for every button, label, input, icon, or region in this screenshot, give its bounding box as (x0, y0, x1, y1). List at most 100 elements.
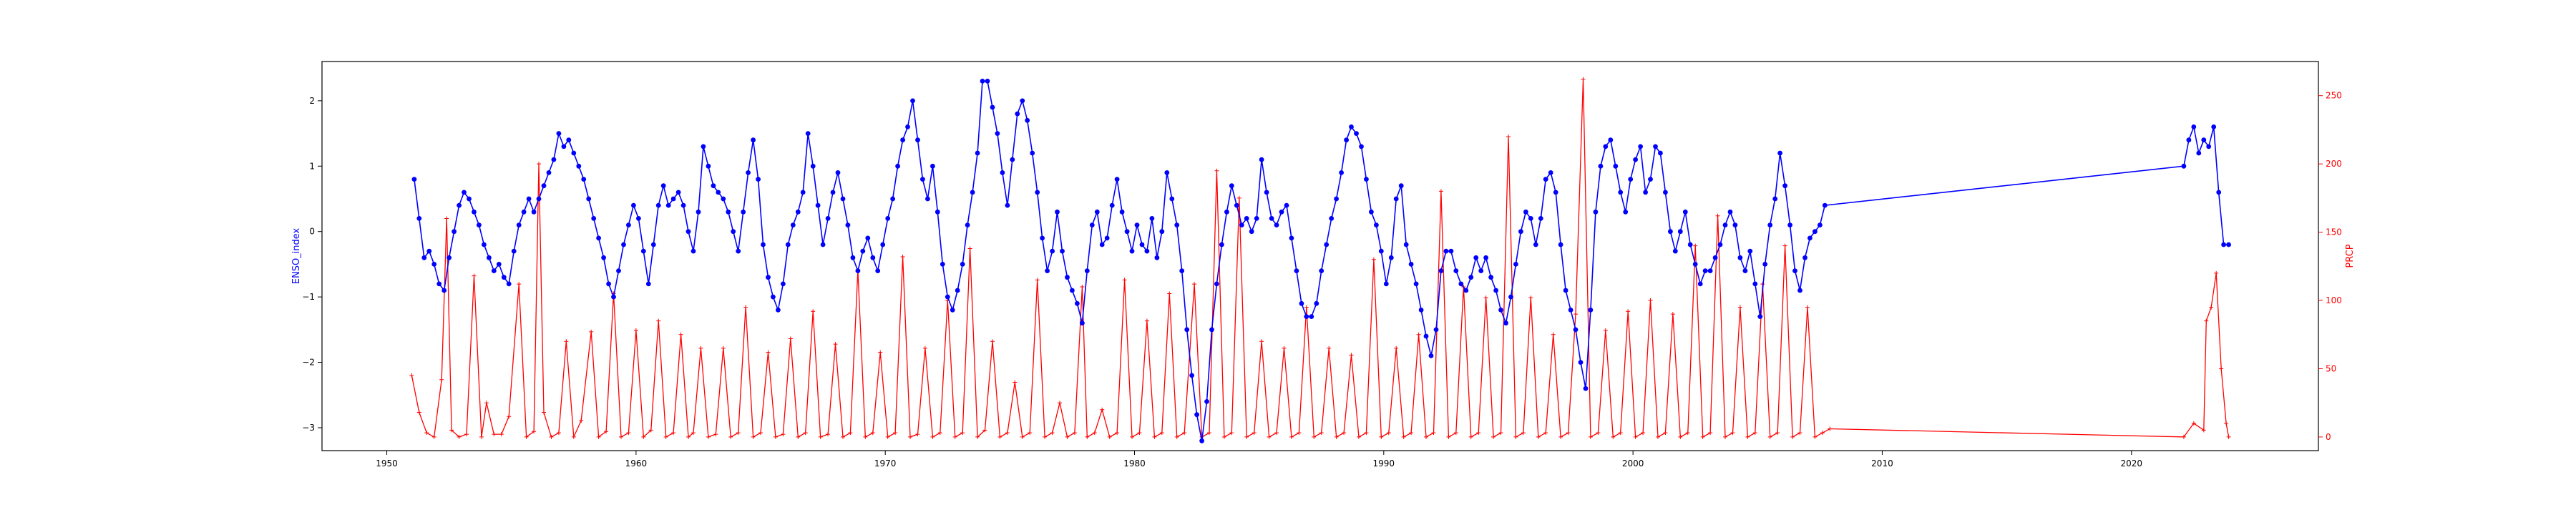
prcp-point (1229, 431, 1234, 436)
enso-point (1603, 144, 1609, 149)
prcp-point (1282, 345, 1287, 350)
x-tick-label: 1960 (625, 458, 648, 469)
enso-point (830, 190, 836, 195)
enso-point (785, 242, 791, 247)
enso-point (1638, 144, 1644, 149)
enso-point (716, 190, 721, 195)
enso-point (800, 190, 806, 195)
prcp-point (1137, 431, 1142, 436)
enso-point (820, 242, 826, 247)
x-tick-label: 2020 (2120, 458, 2142, 469)
enso-point (571, 150, 577, 156)
y-axis-right-label: PRCP (2345, 244, 2356, 268)
prcp-point (1159, 431, 1164, 436)
enso-point (1588, 308, 1594, 313)
enso-point (601, 255, 606, 260)
enso-point (531, 209, 537, 215)
enso-point (1818, 222, 1823, 227)
prcp-point (1144, 318, 1149, 323)
enso-point (1727, 209, 1733, 215)
prcp-point (1574, 312, 1579, 317)
prcp-point (713, 432, 718, 437)
prcp-point (1551, 332, 1556, 337)
enso-point (1304, 314, 1309, 319)
enso-point (1598, 163, 1604, 169)
enso-point (706, 163, 711, 169)
enso-point (940, 262, 945, 267)
enso-point (920, 177, 925, 182)
prcp-point (1581, 77, 1586, 82)
enso-point (995, 131, 1000, 137)
enso-point (731, 229, 736, 235)
enso-point (487, 255, 492, 260)
enso-point (1613, 163, 1619, 169)
enso-point (1139, 242, 1145, 247)
enso-point (631, 202, 636, 208)
x-tick-label: 2000 (1622, 458, 1644, 469)
enso-point (1523, 209, 1528, 215)
prcp-point (424, 431, 429, 436)
y-axis-left-label: ENSO_index (291, 227, 302, 284)
enso-point (985, 79, 990, 84)
prcp-point (1453, 431, 1458, 436)
enso-point (930, 163, 935, 169)
prcp-point (796, 434, 801, 439)
enso-point (650, 242, 656, 247)
enso-point (860, 248, 866, 254)
prcp-point (915, 432, 920, 437)
enso-point (1224, 209, 1229, 215)
enso-point (1677, 229, 1683, 235)
prcp-point (1244, 434, 1249, 439)
enso-point (576, 163, 582, 169)
enso-point (746, 170, 751, 175)
enso-point (1543, 177, 1548, 182)
prcp-point (439, 377, 444, 382)
prcp-point (524, 434, 529, 439)
enso-point (1015, 111, 1020, 117)
enso-point (1214, 281, 1219, 287)
enso-point (835, 170, 841, 175)
y-right-tick-label: 200 (2326, 159, 2342, 169)
prcp-point (878, 350, 883, 355)
prcp-point (618, 434, 623, 439)
x-axis: 1950 1960 1970 1980 1990 2000 2010 2020 (376, 451, 2142, 469)
enso-point (591, 216, 597, 221)
prcp-point (648, 428, 653, 433)
enso-point (1528, 216, 1533, 221)
enso-point (626, 222, 631, 227)
enso-point (726, 209, 731, 215)
enso-point (1403, 242, 1409, 247)
prcp-point (1327, 345, 1332, 350)
prcp-point (663, 434, 668, 439)
enso-point (426, 248, 432, 254)
enso-point (711, 183, 716, 189)
prcp-point (589, 329, 594, 334)
prcp-point (818, 434, 823, 439)
enso-line (414, 80, 2229, 441)
prcp-point (1342, 431, 1347, 436)
prcp-point (1536, 434, 1541, 439)
y-left-tick-label: −1 (302, 292, 315, 302)
enso-point (477, 222, 482, 227)
enso-point (1055, 209, 1060, 215)
enso-point (1020, 98, 1025, 104)
prcp-point (449, 428, 454, 433)
prcp-point (1528, 295, 1533, 300)
enso-point (880, 242, 886, 247)
prcp-point (773, 434, 778, 439)
prcp-point (1386, 431, 1391, 436)
prcp-point (1715, 213, 1720, 218)
prcp-point (2204, 318, 2209, 323)
enso-point (1299, 300, 1304, 306)
enso-point (491, 268, 497, 273)
prcp-point (633, 328, 638, 333)
prcp-point (571, 434, 576, 439)
enso-point (1144, 248, 1150, 254)
enso-point (795, 209, 801, 215)
enso-point (1658, 150, 1663, 156)
prcp-point (409, 373, 414, 378)
prcp-point (1312, 434, 1317, 439)
prcp-point (1820, 431, 1825, 436)
prcp-point (706, 434, 711, 439)
prcp-point (1005, 431, 1010, 436)
